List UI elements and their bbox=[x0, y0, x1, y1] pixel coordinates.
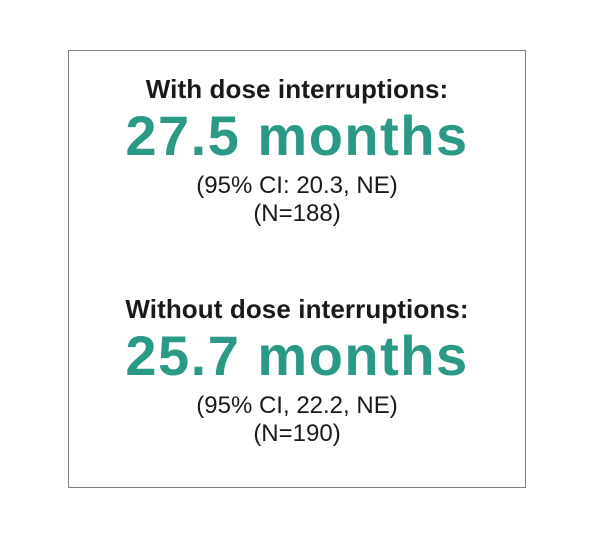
section-heading: Without dose interruptions: bbox=[125, 294, 469, 324]
confidence-interval: (95% CI, 22.2, NE) bbox=[196, 392, 398, 419]
sample-size: (N=190) bbox=[253, 420, 341, 447]
median-duration-value: 27.5 months bbox=[125, 104, 469, 167]
section-heading: With dose interruptions: bbox=[145, 74, 449, 104]
sample-size: (N=188) bbox=[253, 200, 341, 227]
median-duration-value: 25.7 months bbox=[125, 324, 469, 387]
results-card: With dose interruptions: 27.5 months (95… bbox=[68, 50, 526, 488]
with-interruptions-section: With dose interruptions: 27.5 months (95… bbox=[69, 74, 525, 228]
without-interruptions-section: Without dose interruptions: 25.7 months … bbox=[69, 294, 525, 448]
confidence-interval: (95% CI: 20.3, NE) bbox=[196, 172, 398, 199]
